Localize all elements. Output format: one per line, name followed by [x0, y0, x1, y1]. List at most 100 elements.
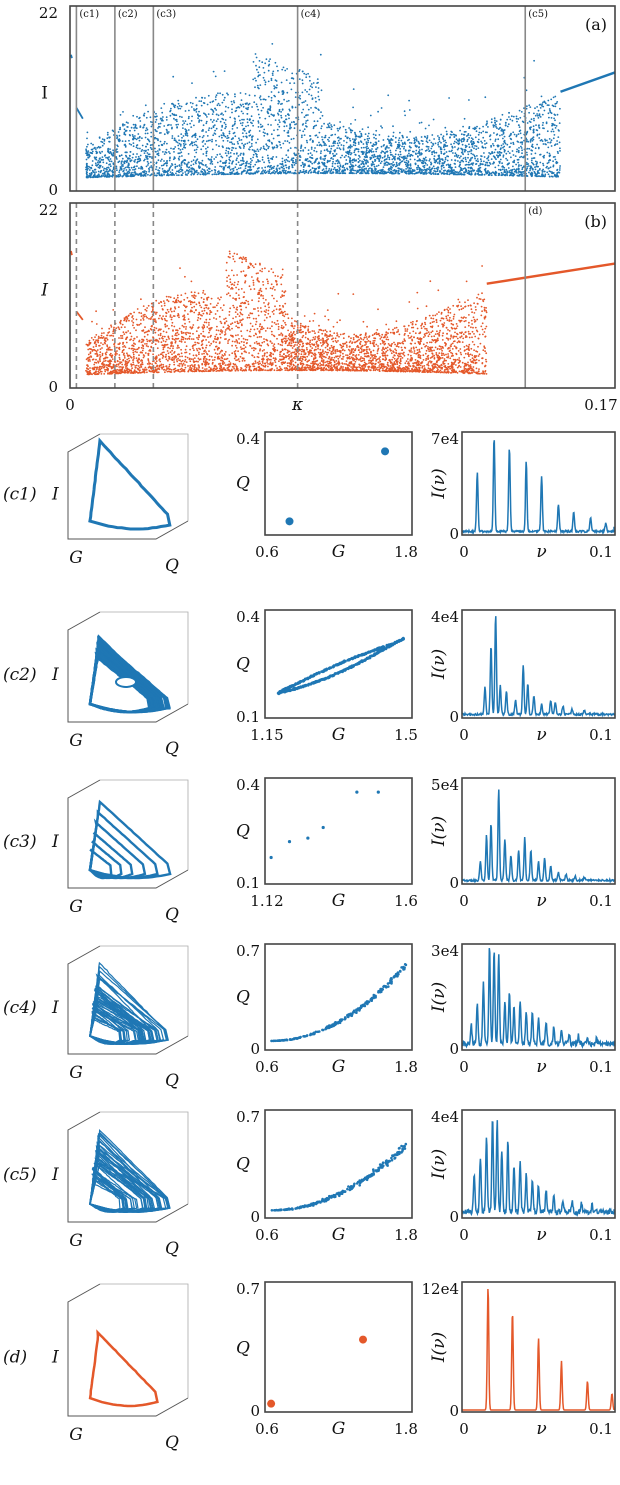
bifurcation-point — [126, 151, 128, 154]
bifurcation-point — [141, 168, 144, 170]
bifurcation-point — [254, 152, 257, 155]
bifurcation-point — [158, 132, 161, 134]
bifurcation-point — [178, 158, 181, 161]
bifurcation-point — [360, 150, 363, 153]
bifurcation-point — [361, 167, 363, 169]
bifurcation-point — [452, 318, 455, 320]
bifurcation-point — [378, 134, 381, 136]
bifurcation-point — [428, 139, 431, 142]
bifurcation-point — [191, 141, 193, 144]
bifurcation-point — [240, 270, 243, 273]
bifurcation-point — [342, 125, 345, 128]
bifurcation-point — [248, 173, 251, 175]
bifurcation-point — [537, 169, 539, 172]
bifurcation-point — [316, 157, 319, 160]
bifurcation-point — [553, 117, 555, 120]
bifurcation-point — [123, 128, 126, 131]
bifurcation-point — [432, 151, 434, 153]
bifurcation-point — [216, 104, 219, 107]
bifurcation-point — [502, 130, 504, 133]
bifurcation-point — [521, 166, 524, 169]
bifurcation-point — [374, 171, 376, 173]
bifurcation-point — [198, 119, 201, 121]
bifurcation-point — [526, 163, 529, 166]
bifurcation-point — [135, 127, 138, 130]
bifurcation-point — [309, 135, 311, 137]
bifurcation-point — [227, 93, 229, 96]
bifurcation-point — [107, 147, 110, 150]
bifurcation-point — [262, 172, 264, 175]
bifurcation-point — [202, 135, 205, 137]
bifurcation-point — [171, 135, 174, 137]
bifurcation-point — [395, 161, 398, 164]
bifurcation-point — [228, 162, 231, 165]
bifurcation-point — [539, 139, 542, 142]
bifurcation-point — [430, 163, 432, 166]
bifurcation-point — [257, 170, 260, 173]
bifurcation-point — [546, 151, 549, 154]
bifurcation-point — [428, 124, 430, 127]
bifurcation-point — [359, 159, 361, 162]
bifurcation-point — [265, 148, 268, 151]
bifurcation-point — [487, 155, 490, 158]
bifurcation-point — [406, 164, 409, 167]
bifurcation-point — [507, 123, 510, 126]
bifurcation-point — [444, 369, 446, 371]
bifurcation-point — [508, 146, 511, 149]
bifurcation-point — [393, 163, 396, 166]
bifurcation-point — [214, 352, 217, 355]
bifurcation-point — [554, 158, 557, 161]
bifurcation-point — [264, 166, 267, 169]
bifurcation-point — [544, 143, 547, 145]
bifurcation-point — [423, 157, 426, 160]
bifurcation-point — [440, 150, 443, 153]
bifurcation-point — [220, 129, 223, 132]
bifurcation-point — [380, 160, 383, 163]
bifurcation-point — [394, 155, 396, 158]
bifurcation-point — [476, 158, 479, 160]
bifurcation-point — [252, 78, 255, 81]
bifurcation-point — [250, 142, 253, 145]
bifurcation-point — [276, 146, 278, 149]
bifurcation-point — [178, 155, 181, 158]
bifurcation-point — [276, 128, 279, 131]
bifurcation-point — [226, 92, 228, 95]
bifurcation-point — [228, 130, 231, 133]
bifurcation-point — [539, 103, 542, 106]
bifurcation-point — [503, 129, 506, 131]
bifurcation-point — [249, 134, 252, 137]
bifurcation-point — [314, 106, 317, 109]
bifurcation-point — [182, 172, 184, 175]
bifurcation-point — [158, 174, 161, 177]
bifurcation-point — [272, 137, 275, 140]
bifurcation-point — [270, 96, 273, 99]
bifurcation-point — [281, 166, 284, 169]
bifurcation-point — [108, 152, 111, 155]
bifurcation-point — [197, 117, 200, 120]
bifurcation-point — [331, 162, 334, 165]
bifurcation-point — [330, 134, 333, 137]
bifurcation-point — [302, 169, 305, 171]
bifurcation-point — [229, 155, 232, 158]
bifurcation-point — [342, 148, 345, 151]
bifurcation-point — [468, 146, 471, 149]
bifurcation-point — [97, 170, 100, 173]
bifurcation-point — [438, 136, 441, 139]
bifurcation-point — [361, 128, 364, 131]
bifurcation-point — [267, 147, 270, 150]
bifurcation-point — [520, 111, 523, 113]
bifurcation-point — [177, 107, 180, 110]
bifurcation-point — [241, 124, 244, 127]
bifurcation-point — [298, 103, 300, 106]
bifurcation-point — [526, 153, 528, 156]
bifurcation-point — [407, 171, 410, 173]
bifurcation-point — [493, 151, 496, 154]
bifurcation-point — [357, 165, 360, 168]
bifurcation-point — [195, 162, 197, 165]
bifurcation-point — [530, 153, 533, 155]
bifurcation-point — [258, 325, 261, 328]
bifurcation-point — [365, 152, 367, 155]
bifurcation-point — [342, 164, 345, 167]
bifurcation-point — [484, 146, 487, 149]
bifurcation-point — [93, 363, 96, 366]
